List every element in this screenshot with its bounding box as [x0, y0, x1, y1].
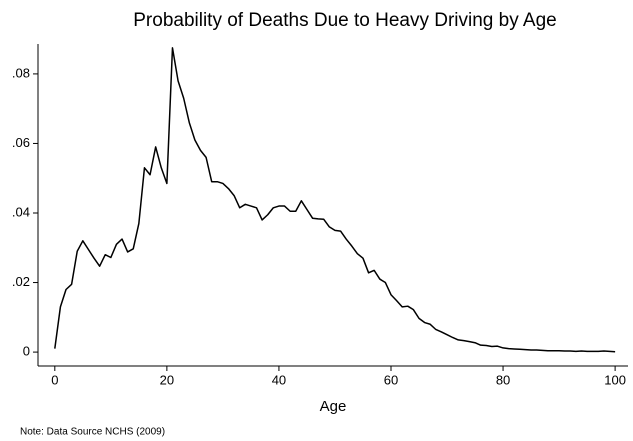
y-tick-label: 0	[23, 344, 30, 359]
note: Note: Data Source NCHS (2009)	[20, 427, 165, 438]
x-tick-label: 60	[384, 372, 398, 387]
x-axis-label: Age	[320, 398, 347, 415]
y-tick-label: .04	[12, 204, 30, 219]
y-tick-label: .08	[12, 65, 30, 80]
y-tick-label: .06	[12, 135, 30, 150]
x-tick-label: 80	[496, 372, 510, 387]
x-tick-label: 0	[51, 372, 58, 387]
x-tick-label: 40	[272, 372, 286, 387]
x-tick-label: 100	[604, 372, 626, 387]
chart-title: Probability of Deaths Due to Heavy Drivi…	[133, 10, 557, 31]
line	[54, 47, 616, 353]
x-tick-label: 20	[160, 372, 174, 387]
y-tick-label: .02	[12, 274, 30, 289]
